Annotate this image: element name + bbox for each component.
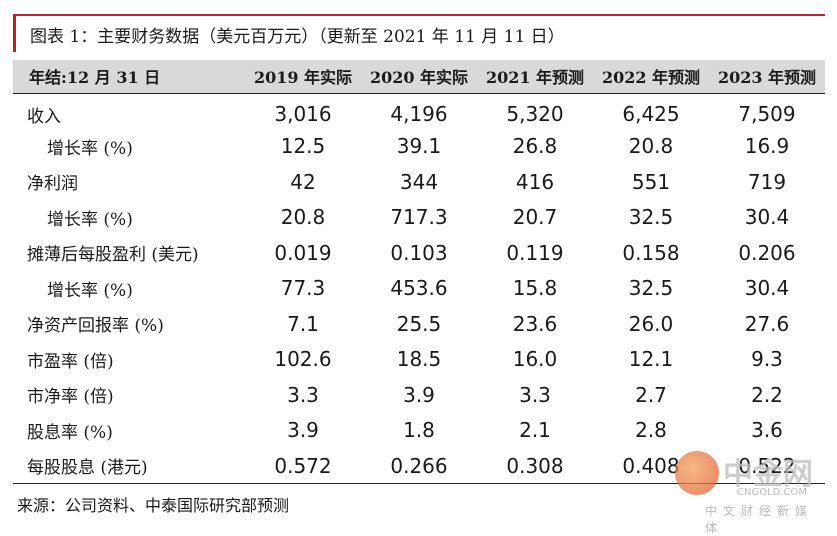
table-cell: 0.522 bbox=[709, 448, 825, 484]
table-cell: 20.7 bbox=[512, 205, 558, 230]
table-cell: 26.8 bbox=[512, 134, 558, 159]
table-cell: 0.119 bbox=[506, 240, 564, 265]
row-label: 增长率 (%) bbox=[47, 280, 133, 301]
watermark-tagline: 中文财经新媒体 bbox=[705, 504, 814, 535]
row-label: 股息率 (%) bbox=[27, 422, 113, 443]
table-cell: 1.8 bbox=[403, 418, 435, 443]
table-cell: 6,425 bbox=[622, 102, 680, 126]
table-cell: 42 bbox=[290, 169, 316, 194]
watermark-url: CNGOLD.COM bbox=[737, 487, 808, 498]
table-cell: 3.3 bbox=[519, 382, 551, 407]
table-cell: 27.6 bbox=[744, 311, 790, 336]
table-cell: 77.3 bbox=[280, 276, 326, 301]
table-cell: 344 bbox=[399, 169, 439, 194]
table-cell: 453.6 bbox=[390, 276, 448, 301]
table-row: 摊薄后每股盈利 (美元) 0.019 0.103 0.119 0.158 0.2… bbox=[13, 235, 825, 271]
table-cell: 3.3 bbox=[287, 382, 319, 407]
table-cell: 551 bbox=[631, 169, 671, 194]
table-cell: 3.9 bbox=[287, 418, 319, 443]
table-cell: 7,509 bbox=[738, 102, 796, 126]
table-cell: 0.158 bbox=[622, 240, 680, 265]
row-label: 增长率 (%) bbox=[47, 138, 133, 159]
table-cell: 3,016 bbox=[274, 102, 332, 126]
table-cell: 2.7 bbox=[635, 382, 667, 407]
table-cell: 0.206 bbox=[738, 240, 796, 265]
table-cell: 7.1 bbox=[287, 311, 319, 336]
table-row: 增长率 (%) 12.5 39.1 26.8 20.8 16.9 bbox=[13, 129, 825, 165]
table-cell: 26.0 bbox=[628, 311, 674, 336]
row-label: 市盈率 (倍) bbox=[27, 351, 114, 372]
table-cell: 0.019 bbox=[274, 240, 332, 265]
table-cell: 0.572 bbox=[245, 448, 361, 484]
row-label: 收入 bbox=[27, 106, 61, 127]
table-cell: 5,320 bbox=[506, 102, 564, 126]
row-label: 市净率 (倍) bbox=[27, 387, 114, 408]
table-cell: 719 bbox=[747, 169, 787, 194]
table-cell: 30.4 bbox=[744, 276, 790, 301]
table-cell: 0.103 bbox=[390, 240, 448, 265]
table-cell: 20.8 bbox=[280, 205, 326, 230]
table-row: 增长率 (%) 77.3 453.6 15.8 32.5 30.4 bbox=[13, 271, 825, 307]
row-label: 净资产回报率 (%) bbox=[27, 316, 164, 337]
table-cell: 2.8 bbox=[635, 418, 667, 443]
watermark-name: 中金网 bbox=[723, 457, 813, 492]
table-cell: 16.9 bbox=[744, 134, 790, 159]
row-label: 增长率 (%) bbox=[47, 209, 133, 230]
financial-table: 年结:12 月 31 日 2019 年实际 2020 年实际 2021 年预测 … bbox=[13, 60, 825, 484]
table-row: 股息率 (%) 3.9 1.8 2.1 2.8 3.6 bbox=[13, 413, 825, 449]
table-cell: 3.6 bbox=[751, 418, 783, 443]
table-cell: 32.5 bbox=[628, 276, 674, 301]
table-cell: 717.3 bbox=[390, 205, 448, 230]
table-row: 市盈率 (倍) 102.6 18.5 16.0 12.1 9.3 bbox=[13, 342, 825, 378]
table-cell: 2.2 bbox=[751, 382, 783, 407]
row-label: 净利润 bbox=[27, 174, 78, 195]
row-label: 每股股息 (港元) bbox=[13, 448, 245, 484]
table-cell: 15.8 bbox=[512, 276, 558, 301]
table-row: 市净率 (倍) 3.3 3.9 3.3 2.7 2.2 bbox=[13, 377, 825, 413]
table-row: 净资产回报率 (%) 7.1 25.5 23.6 26.0 27.6 bbox=[13, 306, 825, 342]
financial-table-container: 年结:12 月 31 日 2019 年实际 2020 年实际 2021 年预测 … bbox=[13, 60, 825, 484]
table-cell: 32.5 bbox=[628, 205, 674, 230]
header-cell: 2019 年实际 bbox=[245, 60, 361, 94]
table-title: 图表 1：主要财务数据（美元百万元）（更新至 2021 年 11 月 11 日） bbox=[13, 14, 825, 52]
table-cell: 39.1 bbox=[396, 134, 442, 159]
header-cell: 2021 年预测 bbox=[477, 60, 593, 94]
logo-circle-icon bbox=[675, 451, 719, 495]
header-cell: 2020 年实际 bbox=[361, 60, 477, 94]
table-cell: 9.3 bbox=[751, 347, 783, 372]
table-cell: 102.6 bbox=[274, 347, 332, 372]
table-title-text: 图表 1：主要财务数据（美元百万元）（更新至 2021 年 11 月 11 日） bbox=[30, 26, 565, 47]
table-cell: 0.266 bbox=[361, 448, 477, 484]
table-cell: 12.1 bbox=[628, 347, 674, 372]
table-cell: 0.308 bbox=[477, 448, 593, 484]
table-cell: 30.4 bbox=[744, 205, 790, 230]
table-row: 每股股息 (港元) 0.572 0.266 0.308 0.408 0.522 bbox=[13, 448, 825, 484]
header-cell: 2023 年预测 bbox=[709, 60, 825, 94]
table-row: 收入 3,016 4,196 5,320 6,425 7,509 bbox=[13, 93, 825, 129]
header-cell: 年结:12 月 31 日 bbox=[13, 60, 245, 94]
table-cell: 416 bbox=[515, 169, 555, 194]
table-row: 增长率 (%) 20.8 717.3 20.7 32.5 30.4 bbox=[13, 200, 825, 236]
table-row: 净利润 42 344 416 551 719 bbox=[13, 164, 825, 200]
source-note: 来源：公司资料、中泰国际研究部预测 bbox=[17, 496, 290, 515]
table-cell: 20.8 bbox=[628, 134, 674, 159]
table-cell: 12.5 bbox=[280, 134, 326, 159]
table-cell: 16.0 bbox=[512, 347, 558, 372]
watermark-logo: 中金网 CNGOLD.COM 中文财经新媒体 bbox=[675, 449, 825, 535]
table-cell: 4,196 bbox=[390, 102, 448, 126]
table-cell: 3.9 bbox=[403, 382, 435, 407]
table-header-row: 年结:12 月 31 日 2019 年实际 2020 年实际 2021 年预测 … bbox=[13, 60, 825, 94]
header-cell: 2022 年预测 bbox=[593, 60, 709, 94]
table-cell: 18.5 bbox=[396, 347, 442, 372]
table-cell: 25.5 bbox=[396, 311, 442, 336]
table-cell: 23.6 bbox=[512, 311, 558, 336]
table-body: 收入 3,016 4,196 5,320 6,425 7,509 增长率 (%)… bbox=[13, 93, 825, 484]
row-label: 摊薄后每股盈利 (美元) bbox=[27, 245, 199, 266]
table-cell: 2.1 bbox=[519, 418, 551, 443]
